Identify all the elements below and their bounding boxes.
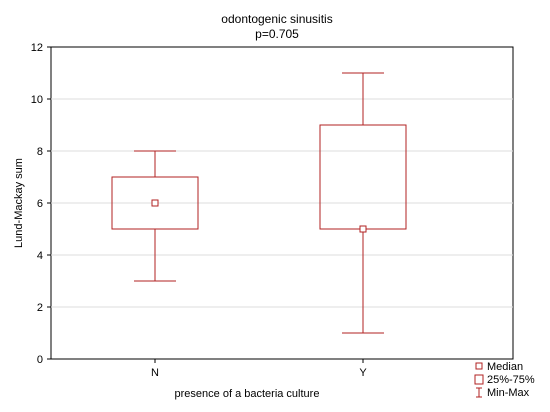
x-axis-label: presence of a bacteria culture — [175, 388, 320, 400]
y-tick-label: 2 — [37, 302, 43, 314]
y-axis-ticks: 0 2 4 6 8 10 12 — [31, 42, 51, 366]
x-tick-label: N — [151, 367, 159, 379]
y-tick-label: 6 — [37, 198, 43, 210]
legend-median-icon — [475, 362, 483, 370]
iqr-box — [319, 124, 407, 230]
y-axis-label: Lund-Mackay sum — [13, 158, 25, 248]
y-tick-label: 4 — [37, 250, 43, 262]
y-tick-label: 12 — [31, 42, 43, 54]
median-marker — [151, 199, 159, 207]
y-tick-label: 8 — [37, 146, 43, 158]
legend: Median 25%-75% Min-Max — [474, 361, 535, 399]
y-tick-label: 10 — [31, 94, 43, 106]
legend-whisker-icon — [476, 387, 482, 398]
chart-subtitle: p=0.705 — [255, 27, 299, 41]
legend-box-label: 25%-75% — [487, 374, 535, 386]
iqr-box — [111, 176, 199, 230]
box-N — [111, 150, 199, 282]
legend-box-icon — [474, 374, 484, 385]
box-Y — [319, 72, 407, 334]
median-marker — [359, 225, 367, 233]
grid — [51, 98, 513, 308]
chart-title: odontogenic sinusitis — [221, 12, 332, 26]
legend-whisker-label: Min-Max — [487, 387, 530, 399]
boxes — [111, 72, 407, 334]
x-tick-label: Y — [359, 367, 367, 379]
y-tick-label: 0 — [37, 354, 43, 366]
legend-median-label: Median — [487, 361, 523, 373]
